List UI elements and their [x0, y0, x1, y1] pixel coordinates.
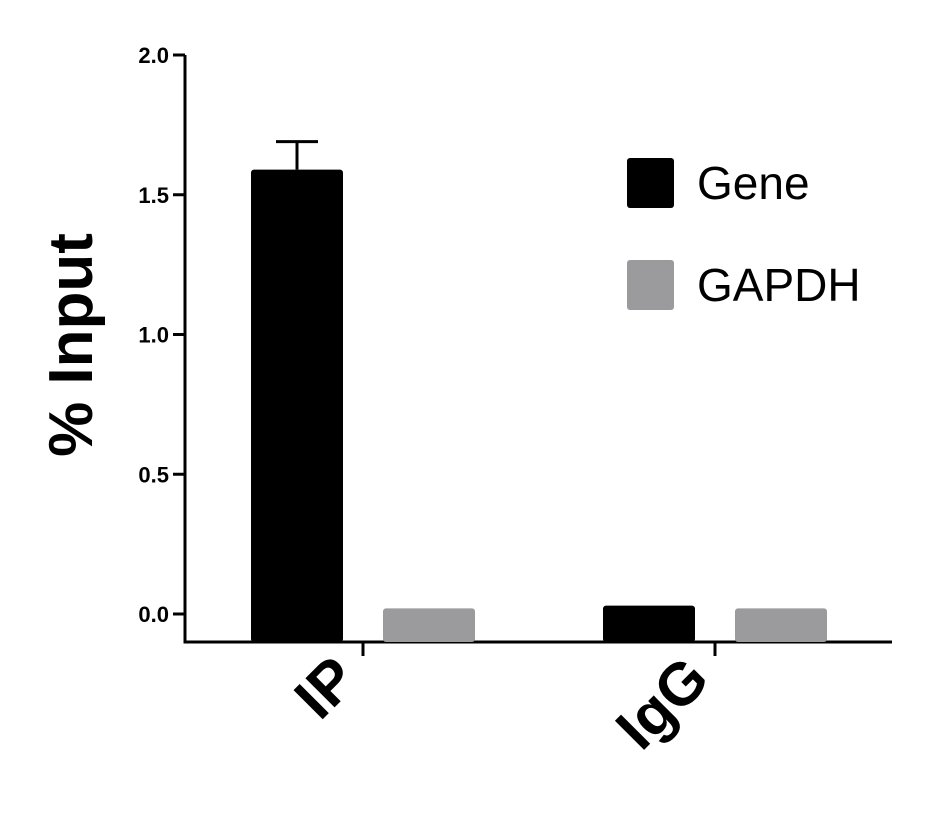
bar: [383, 608, 475, 642]
x-tick-label: IP: [282, 644, 369, 731]
legend-label: Gene: [697, 157, 810, 209]
bar: [603, 605, 695, 642]
y-tick-label: 1.5: [138, 183, 169, 208]
y-tick-label: 0.0: [138, 602, 169, 627]
bars: [251, 140, 827, 642]
bar: [735, 608, 827, 642]
legend-label: GAPDH: [697, 259, 861, 311]
y-tick-label: 2.0: [138, 43, 169, 68]
legend: Gene GAPDH: [627, 157, 861, 311]
y-tick-label: 1.0: [138, 323, 169, 348]
legend-swatch: [627, 260, 674, 310]
y-tick-label: 0.5: [138, 462, 169, 487]
bar: [251, 169, 343, 642]
legend-swatch: [627, 158, 674, 208]
y-axis-label: % Input: [37, 233, 106, 457]
x-tick-label: IgG: [603, 644, 721, 762]
